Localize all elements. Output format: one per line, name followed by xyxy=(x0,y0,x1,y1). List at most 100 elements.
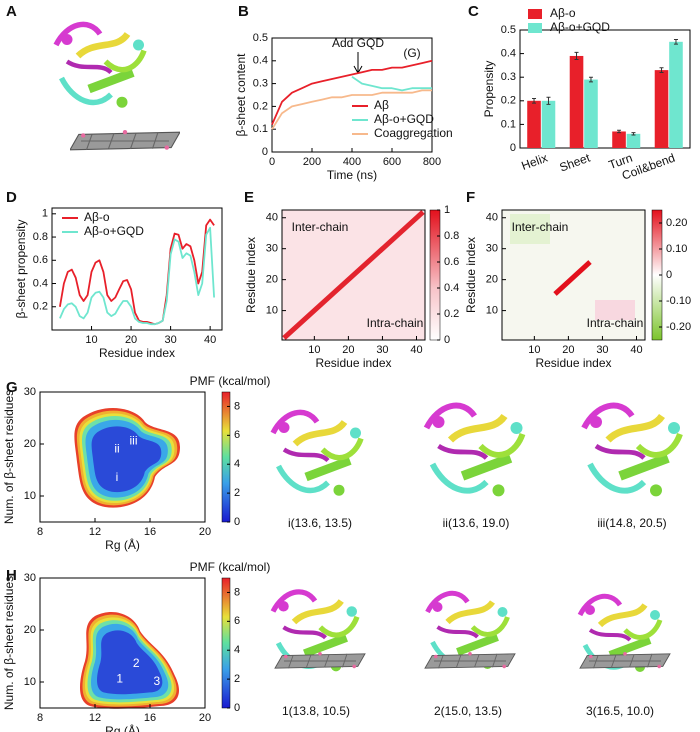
series-line xyxy=(59,226,215,326)
annotation: Inter-chain xyxy=(292,220,349,234)
x-axis-label: Residue index xyxy=(99,346,175,360)
legend-swatch xyxy=(528,23,542,33)
y-axis-label: Num. of β-sheet residues xyxy=(2,576,16,710)
structure-caption: ii(13.6, 19.0) xyxy=(443,516,510,530)
colorbar-label: 2 xyxy=(234,487,240,499)
y-tick-label: 0.5 xyxy=(501,24,516,36)
series-line xyxy=(59,218,215,326)
bar xyxy=(654,70,669,148)
y-tick-label: 20 xyxy=(24,624,36,636)
colorbar-label: 0.4 xyxy=(444,282,459,294)
structure-caption: i(13.6, 13.5) xyxy=(288,516,352,530)
error-bar xyxy=(617,129,622,134)
colorbar-label: 0.8 xyxy=(444,230,459,242)
x-tick-label: 10 xyxy=(85,334,97,346)
panel-label: B xyxy=(238,3,249,20)
y-tick-label: 0.4 xyxy=(501,48,516,60)
error-bar xyxy=(659,67,664,73)
x-tick-label: 8 xyxy=(37,712,43,724)
plot-frame xyxy=(501,209,646,341)
state-marker: 3 xyxy=(154,674,161,688)
y-tick-label: 30 xyxy=(486,243,498,255)
colorbar-title: PMF (kcal/mol) xyxy=(190,374,271,388)
error-bar xyxy=(673,38,678,45)
y-tick-label: 0.4 xyxy=(33,277,48,289)
plot-frame xyxy=(519,29,691,149)
state-marker: iii xyxy=(130,434,138,448)
colorbar-label: 2 xyxy=(234,673,240,685)
x-axis-label: Time (ns) xyxy=(327,168,377,182)
y-tick-label: 40 xyxy=(266,212,278,224)
colorbar xyxy=(221,391,231,523)
annotation: Intra-chain xyxy=(587,316,644,330)
y-tick-label: 1 xyxy=(42,208,48,220)
bar xyxy=(569,55,584,148)
colorbar-label: 0.2 xyxy=(444,308,459,320)
graphene-dot xyxy=(70,130,180,151)
y-axis-label: Num. of β-sheet residues xyxy=(2,390,16,524)
x-tick-label: Sheet xyxy=(558,150,593,174)
structure-caption: 3(16.5, 10.0) xyxy=(586,704,654,718)
x-tick-label: 10 xyxy=(528,344,540,356)
panel-label: E xyxy=(244,189,254,206)
x-tick-label: 600 xyxy=(383,156,401,168)
contour-level xyxy=(91,426,162,493)
panel-label: H xyxy=(6,567,17,584)
protein-structure xyxy=(427,406,523,497)
colorbar-label: 0.20 xyxy=(666,217,687,229)
colorbar-label: 8 xyxy=(234,586,240,598)
x-tick-label: 30 xyxy=(164,334,176,346)
state-marker: i xyxy=(116,470,119,484)
x-tick-label: 40 xyxy=(204,334,216,346)
heatmap-diagonal xyxy=(282,210,425,340)
annotation-arrow xyxy=(353,52,363,75)
annotation: Add GQD xyxy=(332,36,384,50)
x-axis-label: Residue index xyxy=(535,356,611,370)
structure-caption: 2(15.0, 13.5) xyxy=(434,704,502,718)
x-tick-label: 200 xyxy=(303,156,321,168)
panel-label: D xyxy=(6,189,17,206)
bar xyxy=(527,100,541,148)
y-axis-label: β-sheet propensity xyxy=(14,220,28,319)
bar xyxy=(541,100,556,148)
structure-caption: iii(14.8, 20.5) xyxy=(597,516,666,530)
x-tick-label: 16 xyxy=(144,526,156,538)
colorbar-label: -0.10 xyxy=(666,295,691,307)
x-tick-label: 10 xyxy=(308,344,320,356)
y-tick-label: 0.5 xyxy=(253,32,268,44)
y-tick-label: 0.1 xyxy=(501,118,516,130)
colorbar-label: 0 xyxy=(444,334,450,346)
annotation: (G) xyxy=(403,46,420,60)
colorbar-label: 0 xyxy=(234,702,240,714)
y-axis-label: Residue index xyxy=(244,237,258,313)
protein-structure xyxy=(56,24,144,107)
panel-label: C xyxy=(468,3,479,20)
x-tick-label: 20 xyxy=(199,712,211,724)
x-tick-label: 40 xyxy=(630,344,642,356)
bar xyxy=(626,133,641,148)
colorbar-label: 0.10 xyxy=(666,243,687,255)
x-tick-label: 12 xyxy=(89,526,101,538)
x-tick-label: 20 xyxy=(125,334,137,346)
colorbar xyxy=(429,209,441,341)
panel-label: A xyxy=(6,3,17,20)
y-tick-label: 0.4 xyxy=(253,55,268,67)
y-axis-label: Propensity xyxy=(482,61,496,118)
legend-label: Aβ-o xyxy=(550,6,576,20)
x-tick-label: 20 xyxy=(342,344,354,356)
x-tick-label: 30 xyxy=(596,344,608,356)
heatmap-patch xyxy=(510,214,550,244)
legend-label: Aβ-o+GQD xyxy=(550,20,610,34)
y-tick-label: 10 xyxy=(24,490,36,502)
legend-label: Coaggregation xyxy=(374,126,453,140)
panel-label: F xyxy=(466,189,475,206)
x-tick-label: 0 xyxy=(269,156,275,168)
colorbar-label: 1 xyxy=(444,204,450,216)
protein-structure xyxy=(273,412,361,495)
error-bar xyxy=(574,51,579,60)
x-tick-label: 8 xyxy=(37,526,43,538)
y-tick-label: 20 xyxy=(486,274,498,286)
legend-label: Aβ-o xyxy=(84,210,110,224)
y-axis-label: β-sheet content xyxy=(234,53,248,137)
